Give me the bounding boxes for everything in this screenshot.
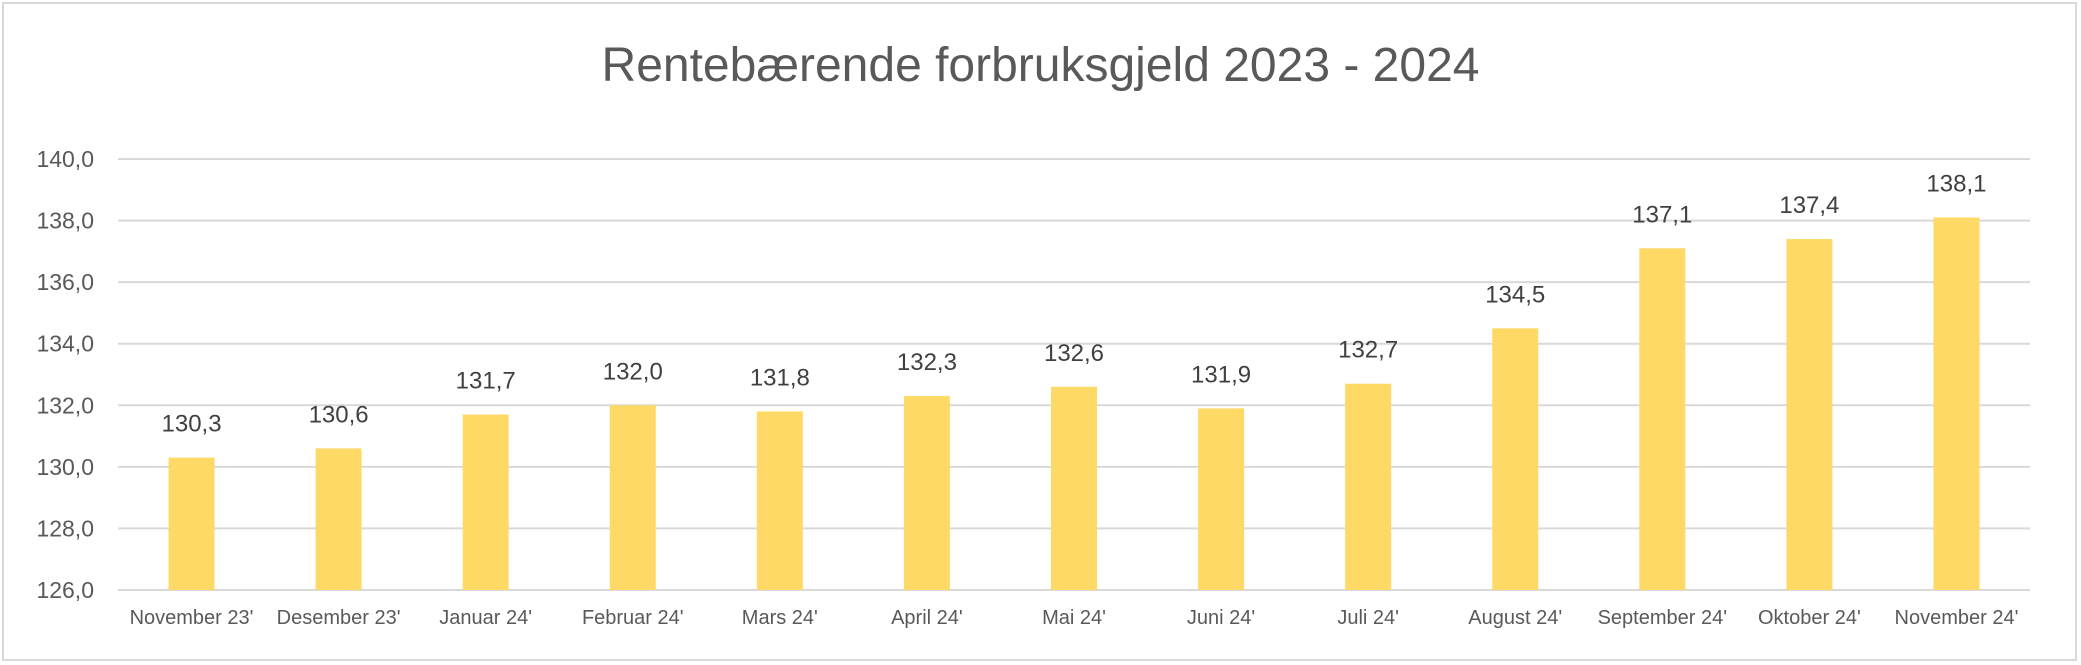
x-tick-label: Mai 24' — [1042, 607, 1106, 629]
x-tick-label: Januar 24' — [439, 607, 532, 629]
data-label: 131,9 — [1191, 361, 1251, 388]
data-label: 131,8 — [750, 364, 810, 391]
x-tick-label: Juni 24' — [1187, 607, 1255, 629]
y-tick-label: 138,0 — [36, 208, 94, 234]
bar — [1345, 383, 1392, 590]
x-tick-label: April 24' — [891, 607, 963, 629]
bar — [1933, 217, 1980, 590]
bar — [756, 411, 803, 590]
y-tick-label: 140,0 — [36, 146, 94, 172]
data-label: 132,3 — [897, 349, 957, 376]
x-tick-label: November 23' — [130, 607, 254, 629]
y-tick-label: 130,0 — [36, 454, 94, 480]
bar — [1492, 328, 1539, 590]
x-tick-label: Juli 24' — [1337, 607, 1399, 629]
data-label: 130,6 — [309, 401, 369, 428]
data-label: 138,1 — [1926, 170, 1986, 197]
bar — [315, 448, 362, 590]
bar — [609, 405, 656, 590]
x-tick-label: Mars 24' — [742, 607, 818, 629]
y-tick-label: 128,0 — [36, 515, 94, 541]
bar — [903, 396, 950, 590]
x-tick-label: Februar 24' — [582, 607, 684, 629]
data-label: 131,7 — [456, 368, 516, 395]
data-label: 134,5 — [1485, 281, 1545, 308]
bar — [462, 414, 509, 590]
x-tick-label: November 24' — [1895, 607, 2019, 629]
x-tick-label: Desember 23' — [277, 607, 401, 629]
bar — [1639, 248, 1686, 590]
y-tick-label: 132,0 — [36, 392, 94, 418]
bar — [168, 457, 215, 590]
data-label: 137,4 — [1779, 192, 1839, 219]
data-label: 130,3 — [162, 411, 222, 438]
data-label: 132,6 — [1044, 340, 1104, 367]
y-tick-label: 126,0 — [36, 577, 94, 603]
y-tick-label: 134,0 — [36, 331, 94, 357]
data-label: 132,0 — [603, 358, 663, 385]
data-label: 137,1 — [1632, 201, 1692, 228]
bar — [1051, 386, 1097, 590]
data-label: 132,7 — [1338, 337, 1398, 364]
x-tick-label: September 24' — [1598, 607, 1727, 629]
y-tick-label: 136,0 — [36, 269, 94, 295]
x-tick-label: Oktober 24' — [1758, 607, 1861, 629]
bar — [1198, 408, 1245, 590]
chart-title: Rentebærende forbruksgjeld 2023 - 2024 — [601, 39, 1480, 92]
bar — [1786, 239, 1833, 591]
x-tick-label: August 24' — [1468, 607, 1562, 629]
